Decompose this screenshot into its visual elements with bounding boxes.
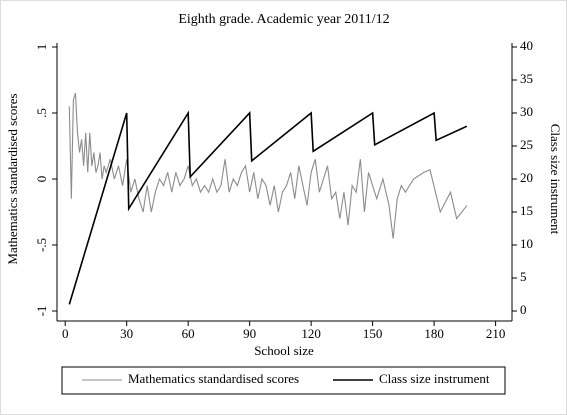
y2-tick-label: 0	[520, 302, 527, 317]
legend-box	[61, 366, 506, 395]
y2-tick-label: 35	[520, 71, 533, 86]
y-tick-label: -1	[34, 306, 49, 317]
y2-tick-label: 20	[520, 170, 533, 185]
y-tick-label: 0	[34, 176, 49, 183]
legend-label: Mathematics standardised scores	[128, 371, 299, 386]
y2-tick-label: 40	[520, 38, 533, 53]
x-tick-label: 210	[486, 326, 506, 341]
series-line	[68, 93, 468, 239]
x-tick-label: 180	[424, 326, 444, 341]
x-tick-label: 30	[120, 326, 133, 341]
x-tick-label: 90	[243, 326, 256, 341]
series-line	[68, 110, 468, 305]
y-axis-title: Mathematics standardised scores	[5, 93, 20, 264]
x-axis-title: School size	[254, 343, 314, 358]
y2-tick-label: 5	[520, 269, 527, 284]
y2-tick-label: 10	[520, 236, 533, 251]
x-tick-label: 60	[182, 326, 195, 341]
legend-label: Class size instrument	[379, 371, 490, 386]
y-tick-label: 1	[34, 44, 49, 51]
chart-title: Eighth grade. Academic year 2011/12	[178, 12, 389, 27]
x-tick-label: 120	[301, 326, 321, 341]
y2-tick-label: 15	[520, 203, 533, 218]
y-tick-label: -.5	[34, 238, 49, 252]
y2-tick-label: 25	[520, 137, 533, 152]
y-tick-label: .5	[34, 108, 49, 118]
x-tick-label: 150	[363, 326, 383, 341]
y2-axis-title: Class size instrument	[548, 124, 563, 235]
x-tick-label: 0	[62, 326, 69, 341]
y2-tick-label: 30	[520, 104, 533, 119]
